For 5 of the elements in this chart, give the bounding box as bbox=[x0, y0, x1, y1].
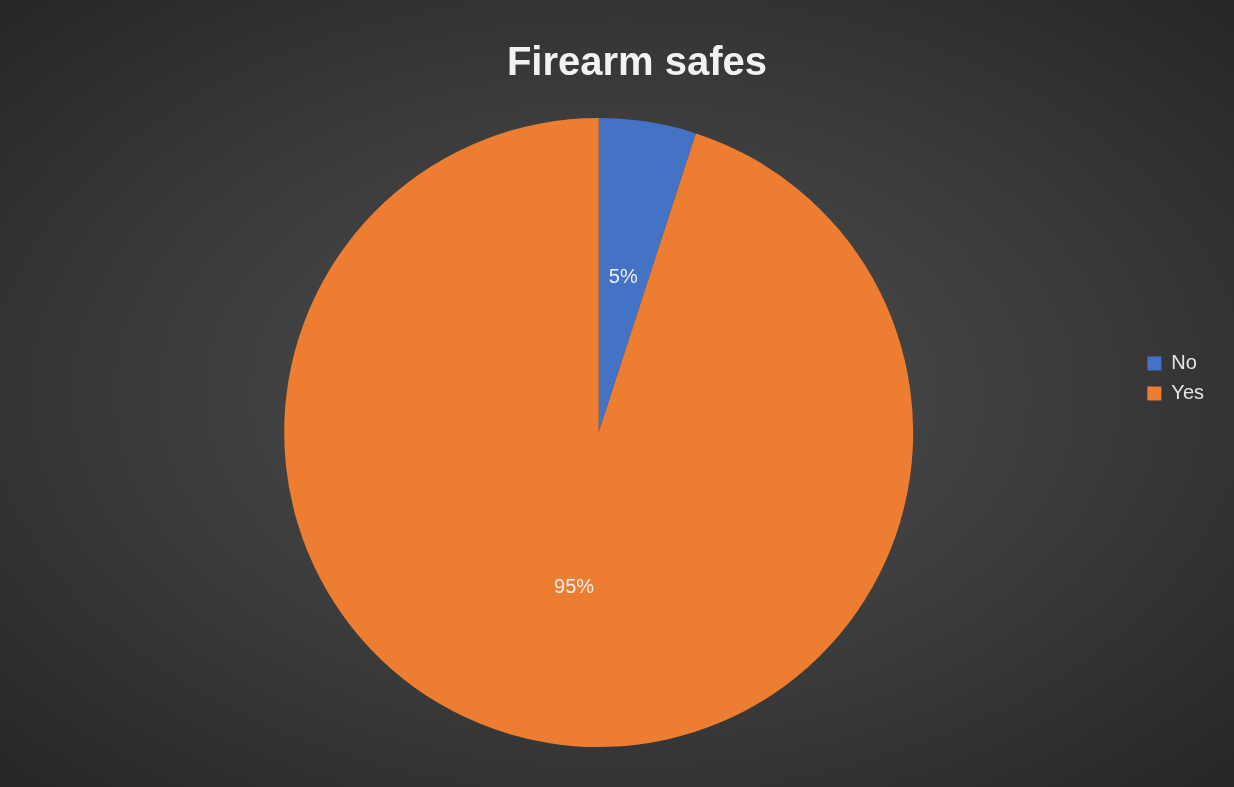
legend-label: Yes bbox=[1171, 381, 1205, 404]
data-label: 5% bbox=[608, 264, 638, 287]
data-label: 95% bbox=[554, 575, 595, 598]
chart-title: Firearm safes bbox=[506, 39, 768, 84]
legend-label: No bbox=[1171, 351, 1197, 374]
